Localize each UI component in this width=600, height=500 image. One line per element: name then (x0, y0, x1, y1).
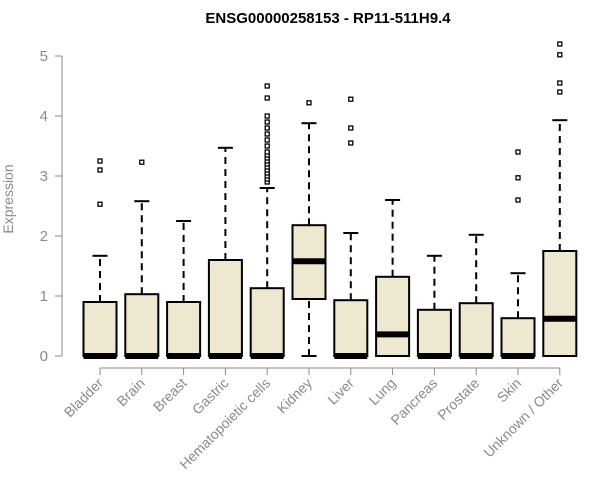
box-group (249, 83, 285, 359)
box-group (542, 41, 578, 357)
x-tick-label: Breast (150, 375, 190, 415)
x-tick-label: Prostate (434, 375, 482, 423)
box-group (500, 149, 536, 359)
outlier-point (264, 149, 270, 155)
box (124, 293, 160, 358)
box (500, 317, 536, 358)
outlier-point (264, 95, 270, 101)
y-tick-label: 5 (40, 48, 48, 65)
outlier-point (515, 197, 521, 203)
outlier-point (348, 125, 354, 131)
y-tick-label: 3 (40, 168, 48, 185)
outlier-point (306, 100, 312, 106)
box-group (291, 100, 327, 357)
outlier-point (97, 201, 103, 207)
box-group (82, 158, 118, 359)
box (207, 259, 243, 357)
outlier-point (348, 96, 354, 102)
box-group (207, 146, 243, 359)
box-group (166, 220, 202, 359)
x-tick-label: Brain (113, 375, 147, 409)
box (458, 302, 494, 358)
outlier-point (557, 52, 563, 58)
x-tick-label: Kidney (274, 375, 316, 417)
outlier-point (264, 119, 270, 125)
x-tick-label: Lung (365, 375, 398, 408)
outlier-point (264, 143, 270, 149)
outlier-point (515, 175, 521, 181)
outlier-point (97, 167, 103, 173)
outlier-point (264, 131, 270, 137)
outlier-point (557, 41, 563, 47)
x-tick-label: Liver (324, 375, 357, 408)
plot-area (82, 41, 578, 359)
x-tick-label: Skin (494, 375, 525, 406)
outlier-point (557, 80, 563, 86)
box (416, 308, 452, 357)
y-axis: 0 1 2 3 4 5 (40, 48, 63, 365)
outlier-point (264, 125, 270, 131)
y-tick-label: 0 (40, 348, 48, 365)
box (249, 287, 285, 358)
outlier-point (97, 158, 103, 164)
y-tick-label: 4 (40, 108, 48, 125)
x-tick-label: Bladder (61, 375, 107, 421)
chart-title: ENSG00000258153 - RP11-511H9.4 (205, 10, 451, 27)
box (542, 250, 578, 357)
y-tick-label: 2 (40, 228, 48, 245)
box (333, 299, 369, 358)
y-axis-label: Expression (0, 164, 16, 233)
outlier-point (348, 140, 354, 146)
box-group (333, 96, 369, 359)
y-tick-label: 1 (40, 288, 48, 305)
box-group (124, 159, 160, 359)
outlier-point (264, 137, 270, 143)
x-tick-label: Unknown / Other (480, 375, 566, 461)
box (82, 301, 118, 357)
box (375, 275, 411, 357)
box-group (458, 233, 494, 359)
outlier-point (515, 149, 521, 155)
outlier-point (557, 89, 563, 95)
outlier-point (139, 159, 145, 165)
box-group (375, 199, 411, 357)
outlier-point (264, 113, 270, 119)
outlier-point (264, 83, 270, 89)
box-group (416, 254, 452, 359)
box (166, 301, 202, 357)
